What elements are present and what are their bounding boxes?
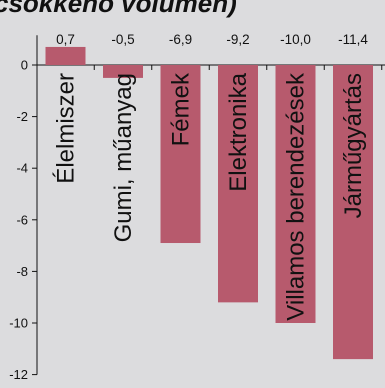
category-label: Elektronika xyxy=(225,72,252,191)
chart-title-fragment: csokkenő volumen) xyxy=(0,0,237,18)
y-tick-label: -6 xyxy=(16,212,28,227)
category-label: Járműgyártás xyxy=(340,73,367,218)
value-label: -10,0 xyxy=(280,32,311,47)
axes: 0 -2 -4 -6 -8 -10 -12 xyxy=(9,35,385,382)
bar xyxy=(160,65,201,244)
y-tick-label: -4 xyxy=(16,161,28,176)
bar xyxy=(218,65,258,303)
y-tick-label: -10 xyxy=(9,316,28,331)
value-label: -6,9 xyxy=(169,32,192,47)
category-label: Villamos berendezések xyxy=(283,72,310,321)
value-label: -11,4 xyxy=(338,32,368,47)
y-tick-label: -2 xyxy=(16,109,28,124)
y-tick-label: -12 xyxy=(9,367,28,382)
category-label: Élelmiszer xyxy=(53,73,80,184)
labels: 0,7 Élelmiszer -0,5 Gumi, műanyag -6,9 Fémek -… xyxy=(53,32,369,321)
bar xyxy=(103,65,143,78)
value-label: -0,5 xyxy=(111,32,134,47)
category-label: Gumi, műanyag xyxy=(110,73,137,242)
y-tick-label: -8 xyxy=(16,264,28,279)
bar xyxy=(333,65,373,360)
y-tick-label: 0 xyxy=(21,58,28,73)
bar xyxy=(45,46,86,65)
value-label: -9,2 xyxy=(226,32,249,47)
category-label: Fémek xyxy=(168,72,195,146)
value-label: 0,7 xyxy=(56,32,75,47)
bar xyxy=(275,65,316,323)
bars xyxy=(45,46,373,360)
